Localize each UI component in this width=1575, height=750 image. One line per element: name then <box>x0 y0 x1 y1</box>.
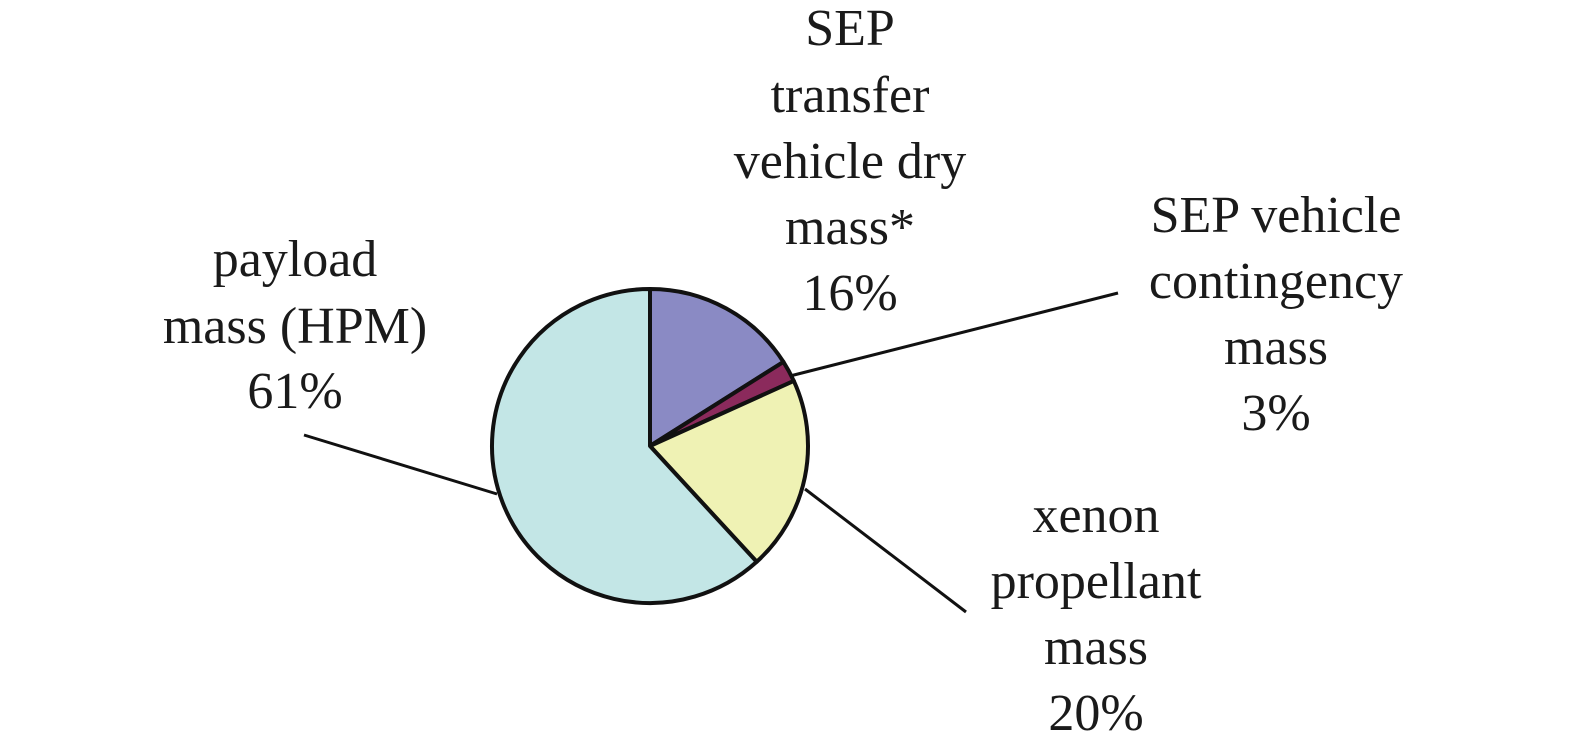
pie-slices <box>490 287 810 605</box>
label-contingency-line-2: contingency <box>1149 253 1403 310</box>
label-transfer-vehicle-line-2: transfer <box>771 67 930 124</box>
label-xenon: xenon propellant mass 20% <box>991 487 1202 742</box>
label-transfer-vehicle-line-3: vehicle dry <box>734 133 966 190</box>
label-payload-line-1: payload <box>213 231 378 288</box>
leader-line-contingency <box>789 291 1119 378</box>
label-transfer-vehicle-line-4: mass* <box>785 199 915 256</box>
label-xenon-line-3: mass <box>1044 619 1148 676</box>
label-transfer-vehicle: SEP transfer vehicle dry mass* 16% <box>734 0 966 322</box>
slice-xenon <box>648 378 810 564</box>
slice-transfer-vehicle <box>648 287 786 448</box>
slice-payload <box>490 287 759 605</box>
label-payload: payload mass (HPM) 61% <box>163 231 427 420</box>
label-contingency-percent: 3% <box>1241 385 1310 442</box>
label-xenon-percent: 20% <box>1048 685 1143 742</box>
label-payload-percent: 61% <box>247 363 342 420</box>
label-xenon-line-1: xenon <box>1032 487 1159 544</box>
label-contingency-line-1: SEP vehicle <box>1151 187 1402 244</box>
label-contingency: SEP vehicle contingency mass 3% <box>1149 187 1403 442</box>
label-transfer-vehicle-line-1: SEP <box>805 0 895 57</box>
leader-line-xenon <box>804 487 967 614</box>
label-transfer-vehicle-percent: 16% <box>802 265 897 322</box>
label-xenon-line-2: propellant <box>991 553 1202 610</box>
label-payload-line-2: mass (HPM) <box>163 298 427 355</box>
leader-line-payload <box>303 433 498 496</box>
leader-lines <box>303 291 1119 614</box>
label-contingency-line-3: mass <box>1224 319 1328 376</box>
